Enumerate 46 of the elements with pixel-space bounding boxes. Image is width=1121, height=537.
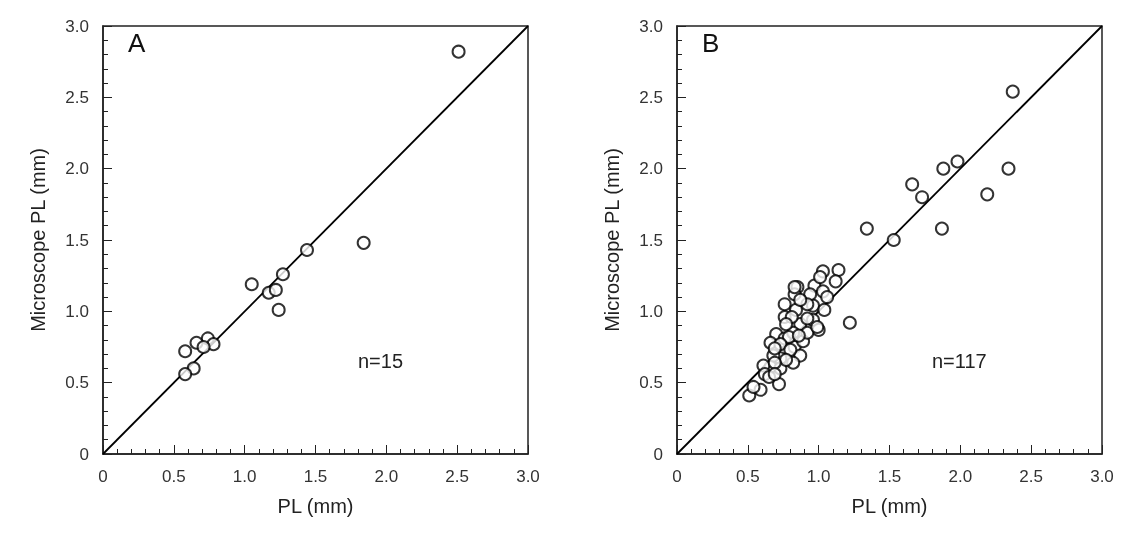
point: [451, 44, 466, 59]
y-tick-label: 2.0: [65, 159, 89, 179]
x-axis-title: PL (mm): [851, 495, 928, 517]
chart-title: A: [128, 28, 146, 58]
x-tick-label: 2.5: [445, 467, 469, 486]
x-tick-label: 2.0: [948, 467, 973, 486]
chart-title: B: [702, 28, 720, 58]
x-tick-label: 0.5: [162, 467, 186, 486]
x-tick-label: 3.0: [516, 467, 540, 486]
y-tick-label: 1.0: [639, 301, 663, 321]
point: [268, 282, 283, 297]
x-tick-label: 1.5: [303, 467, 328, 486]
y-tick-label: 0.5: [639, 373, 663, 393]
x-tick-label: 3.0: [1090, 467, 1114, 486]
annotation: n=117: [932, 350, 987, 373]
point: [275, 267, 290, 282]
y-tick-label: 2.5: [65, 87, 89, 107]
point: [244, 277, 259, 292]
y-tick-label: 0.5: [65, 373, 89, 393]
x-tick-label: 0.5: [736, 467, 760, 486]
y-tick-label: 2.5: [639, 87, 663, 107]
x-tick-label: 1.5: [877, 467, 902, 486]
y-axis-title: Microscope PL (mm): [601, 148, 623, 332]
point: [178, 367, 193, 382]
y-tick-label: 0: [79, 444, 89, 464]
x-tick-label: 1.0: [232, 467, 257, 486]
point: [178, 344, 193, 359]
point: [271, 302, 286, 317]
y-tick-label: 3.0: [65, 16, 89, 36]
x-tick-label: 2.0: [374, 467, 399, 486]
point: [300, 242, 314, 257]
x-axis-title: PL (mm): [277, 495, 354, 517]
annotation: n=15: [358, 350, 404, 373]
y-axis-title: Microscope PL (mm): [27, 148, 49, 332]
x-tick-label: 2.5: [1019, 467, 1043, 486]
y-tick-label: 2.0: [639, 159, 663, 179]
point: [196, 340, 211, 354]
x-tick-label: 0: [98, 467, 108, 486]
x-tick-label: 1.0: [806, 467, 831, 486]
y-tick-label: 1.5: [639, 230, 663, 250]
x-tick-label: 0: [672, 467, 682, 486]
y-tick-label: 1.0: [65, 301, 89, 321]
y-tick-label: 0: [653, 444, 663, 464]
point: [356, 235, 371, 250]
y-tick-label: 1.5: [65, 230, 89, 250]
y-tick-label: 3.0: [639, 16, 663, 36]
